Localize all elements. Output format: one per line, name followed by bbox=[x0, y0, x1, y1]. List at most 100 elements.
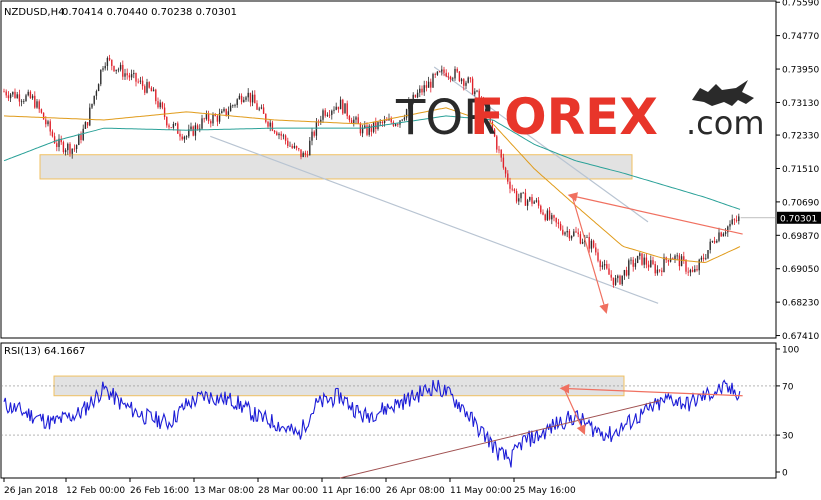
candle-body bbox=[537, 200, 540, 206]
candle-body bbox=[438, 71, 441, 73]
bull-icon bbox=[692, 80, 754, 106]
candle-body bbox=[364, 125, 366, 128]
candle-body bbox=[691, 269, 694, 272]
price-tick-label: 0.71510 bbox=[782, 165, 819, 175]
candle-body bbox=[234, 104, 236, 106]
candle-body bbox=[729, 223, 731, 227]
candle-body bbox=[441, 69, 443, 72]
candle-body bbox=[694, 269, 696, 272]
candle-body bbox=[53, 136, 56, 144]
projection-arrows bbox=[567, 192, 776, 314]
candle-body bbox=[410, 101, 412, 104]
candle-body bbox=[551, 215, 553, 220]
candle-body bbox=[254, 94, 256, 104]
candle-body bbox=[95, 91, 98, 96]
candle-body bbox=[284, 135, 287, 141]
rsi-title: RSI(13) 64.1667 bbox=[4, 346, 85, 357]
candle-body bbox=[548, 210, 551, 220]
candle-body bbox=[260, 107, 263, 109]
candle-body bbox=[86, 122, 89, 126]
candle-body bbox=[212, 114, 214, 124]
candle-body bbox=[256, 103, 258, 110]
candle-body bbox=[214, 114, 216, 117]
price-tick-label: 0.74770 bbox=[782, 32, 819, 42]
candle-body bbox=[282, 135, 285, 137]
candle-body bbox=[361, 127, 364, 134]
candle-body bbox=[469, 77, 472, 79]
candle-body bbox=[51, 131, 54, 137]
candle-body bbox=[383, 120, 386, 123]
candle-body bbox=[456, 68, 458, 72]
candle-body bbox=[229, 105, 232, 112]
candle-body bbox=[368, 125, 370, 135]
time-tick-label: 26 Jan 2018 bbox=[4, 486, 58, 496]
candle-body bbox=[625, 270, 628, 276]
candle-body bbox=[36, 101, 38, 108]
candle-body bbox=[190, 126, 192, 130]
candle-body bbox=[58, 138, 60, 147]
candle-body bbox=[727, 226, 729, 233]
arrow-down bbox=[571, 195, 609, 314]
candle-body bbox=[309, 140, 311, 156]
candle-body bbox=[188, 129, 190, 137]
candle-body bbox=[432, 74, 434, 88]
candle-body bbox=[117, 69, 120, 71]
candle-body bbox=[157, 101, 159, 108]
candle-body bbox=[474, 91, 476, 95]
candle-body bbox=[249, 92, 252, 103]
candle-body bbox=[179, 133, 181, 137]
candle-body bbox=[504, 167, 507, 174]
candle-body bbox=[416, 92, 419, 98]
candle-body bbox=[621, 275, 623, 285]
candle-body bbox=[199, 128, 201, 130]
candle-body bbox=[9, 94, 12, 99]
candle-body bbox=[130, 74, 133, 78]
candle-body bbox=[502, 157, 505, 168]
logo-tor: TOR bbox=[395, 90, 496, 146]
candle-body bbox=[18, 94, 21, 102]
candle-body bbox=[544, 214, 546, 221]
candle-body bbox=[386, 120, 388, 121]
candle-body bbox=[452, 78, 454, 80]
candle-body bbox=[711, 241, 714, 242]
candle-body bbox=[696, 269, 698, 271]
candle-body bbox=[449, 76, 452, 80]
candle-body bbox=[29, 91, 32, 99]
rsi-arrow-up bbox=[559, 383, 743, 397]
candle-body bbox=[111, 59, 113, 66]
candle-body bbox=[181, 136, 183, 140]
candle-body bbox=[518, 198, 520, 202]
candle-body bbox=[601, 265, 604, 267]
candle-body bbox=[276, 132, 278, 136]
axes-layer: 0.75590 0.74770 0.73950 0.73130 0.72330 0.715… bbox=[3, 0, 821, 496]
candle-body bbox=[500, 149, 502, 158]
candle-body bbox=[394, 124, 397, 126]
candle-body bbox=[218, 113, 221, 122]
candle-body bbox=[478, 90, 480, 100]
candle-body bbox=[331, 110, 333, 115]
candle-body bbox=[342, 99, 344, 114]
rsi-tick-label: 100 bbox=[782, 346, 799, 356]
candle-body bbox=[645, 257, 648, 265]
candle-body bbox=[56, 143, 58, 147]
time-tick-label: 26 Feb 16:00 bbox=[130, 486, 189, 496]
candle-body bbox=[304, 152, 307, 155]
candle-body bbox=[676, 255, 678, 257]
candle-body bbox=[465, 82, 467, 86]
candle-body bbox=[559, 223, 562, 230]
candle-body bbox=[592, 240, 595, 248]
candle-body bbox=[722, 233, 725, 237]
candle-body bbox=[460, 79, 463, 82]
candle-body bbox=[597, 252, 599, 261]
candle-body bbox=[14, 91, 16, 98]
candle-body bbox=[355, 117, 357, 120]
candle-body bbox=[628, 260, 630, 276]
candle-body bbox=[126, 73, 128, 76]
channel-lines bbox=[210, 66, 659, 304]
candle-body bbox=[702, 257, 705, 260]
candle-body bbox=[553, 215, 555, 218]
candle-body bbox=[113, 65, 115, 72]
candle-body bbox=[75, 145, 78, 150]
candle-body bbox=[520, 192, 522, 199]
